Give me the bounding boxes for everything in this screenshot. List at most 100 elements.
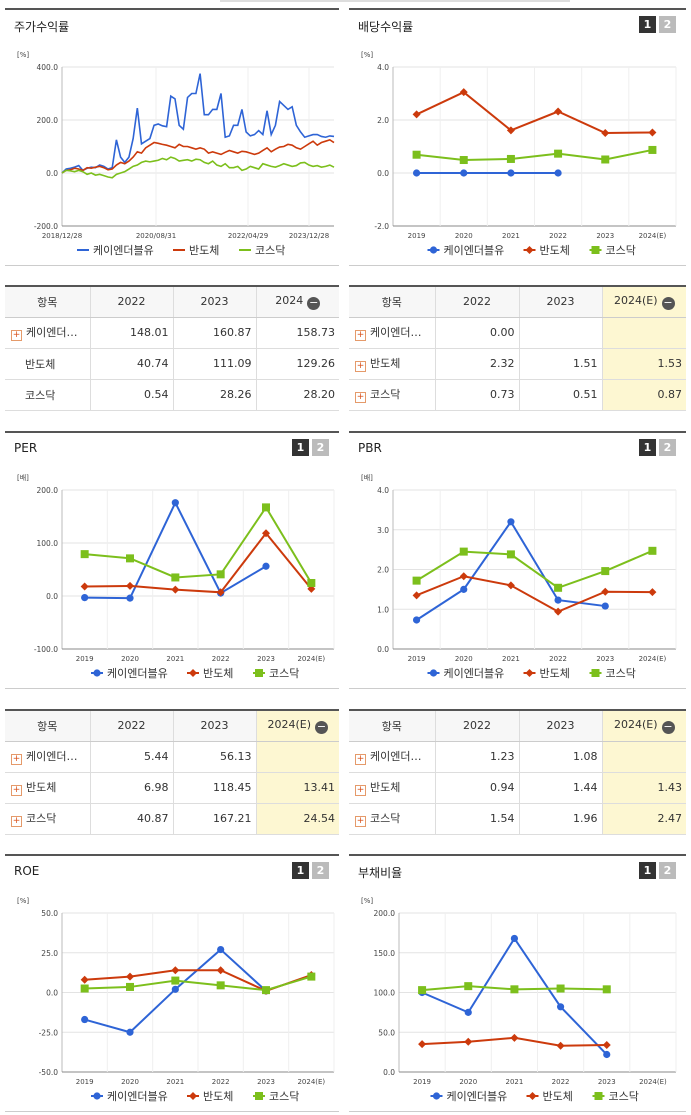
data-point [460,169,468,177]
header-label: 2024(E) [613,293,658,307]
table-cell: 148.01 [90,317,174,349]
plus-icon[interactable]: + [11,816,22,827]
page-2-button[interactable]: 2 [312,862,329,879]
row-name[interactable]: + 코스닥 [349,803,436,835]
page-1-button[interactable]: 1 [292,439,309,456]
row-name[interactable]: + 코스닥 [349,379,436,411]
page-2-button[interactable]: 2 [312,439,329,456]
header-label: 2024 [275,293,304,307]
table-cell: 1.44 [519,772,603,804]
row-name[interactable]: + 반도체 [349,772,436,804]
y-tick-label: -200.0 [34,222,58,231]
minus-icon[interactable]: − [315,719,329,734]
data-point [171,985,179,993]
y-tick-label: 0.0 [46,989,58,998]
table-cell: 118.45 [173,772,257,804]
page-1-button[interactable]: 1 [639,439,656,456]
table-row: 반도체 40.74 111.09 129.26 [5,348,339,380]
minus-icon[interactable]: − [307,295,321,310]
legend-label: 코스닥 [269,1090,299,1103]
header-label: 2022 [117,719,146,733]
plus-icon[interactable]: + [355,785,366,796]
row-name[interactable]: + 케이엔더… [349,317,436,349]
legend-marker-icon [255,1092,263,1100]
page-1-button[interactable]: 1 [639,16,656,33]
table-cell: 28.26 [173,379,257,411]
legend-marker-icon [594,1092,603,1100]
x-tick-label: 2018/12/28 [42,232,82,240]
table-cell [602,741,686,773]
table-row: + 케이엔더… 148.01 160.87 158.73 [5,317,339,349]
row-name[interactable]: + 케이엔더… [349,741,436,773]
legend-label: 반도체 [540,667,570,680]
row-name: 코스닥 [5,379,91,411]
plus-icon[interactable]: + [11,754,22,765]
roe-chart: [%] 50.0 25.0 0.0 -25.0 -50.0 2019 2020 2021 2022… [17,897,335,1103]
legend-label: 반도체 [203,667,233,680]
row-name[interactable]: + 반도체 [349,348,436,380]
unit-label: [배] [17,473,29,482]
x-tick-label: 2022/04/29 [228,232,268,240]
plus-icon[interactable]: + [355,392,366,403]
data-point [506,126,515,135]
header-year: 2023 [173,710,257,742]
legend-marker-icon [525,246,534,254]
y-tick-label: 1.0 [377,605,389,614]
data-point [126,1028,134,1036]
pager: 1 2 [292,439,329,456]
pbr-table: 항목 2022 2023 2024(E) − + 케이엔더… 1.23 1.08 + 반도체 0.94… [349,709,686,835]
table-row: + 케이엔더… 5.44 56.13 [5,741,339,773]
y-tick-label: 150.0 [374,949,396,958]
data-point [459,547,468,556]
page-1-button[interactable]: 1 [639,862,656,879]
page-2-button[interactable]: 2 [659,862,676,879]
page-2-button[interactable]: 2 [659,16,676,33]
dividend-chart: [%] 4.0 2.0 0.0 -2.0 2019 2020 2021 2022 2023 2024… [361,51,677,257]
row-label: 케이엔더… [26,750,78,763]
minus-icon[interactable]: − [661,719,675,734]
legend-label: 반도체 [543,1090,573,1103]
legend-label: 케이엔더블유 [444,244,505,257]
plus-icon[interactable]: + [355,816,366,827]
x-tick-label: 2019 [76,655,94,663]
data-point [601,602,609,610]
legend-marker-icon [189,669,197,677]
legend-label: 코스닥 [255,244,285,257]
table-cell: 1.23 [435,741,520,773]
panel-title: 주가수익률 [14,20,70,34]
y-tick-label: -100.0 [34,645,58,654]
data-point [460,585,468,593]
header-label: 2023 [200,719,229,733]
x-tick-label: 2024(E) [297,655,325,663]
x-tick-label: 2022 [212,1078,230,1086]
header-year: 2022 [90,710,174,742]
row-label: 케이엔더… [26,326,78,339]
x-tick-label: 2022 [212,655,230,663]
plus-icon[interactable]: + [355,361,366,372]
data-point [412,150,421,159]
row-name[interactable]: + 반도체 [5,772,91,804]
page-1-button[interactable]: 1 [292,862,309,879]
row-name: 반도체 [5,348,91,380]
plus-icon[interactable]: + [355,754,366,765]
row-name[interactable]: + 케이엔더… [5,741,91,773]
legend-label: 코스닥 [606,244,636,257]
table-row: + 코스닥 40.87 167.21 24.54 [5,803,339,835]
header-year: 2024− [256,286,339,318]
plus-icon[interactable]: + [11,330,22,341]
table-cell [519,317,603,349]
x-tick-label: 2023 [257,1078,275,1086]
data-point [126,581,134,590]
minus-icon[interactable]: − [661,295,675,310]
row-name[interactable]: + 케이엔더… [5,317,91,349]
data-point [510,1033,519,1042]
plus-icon[interactable]: + [355,330,366,341]
header-year: 2023 [173,286,257,318]
data-point [554,596,562,604]
page-2-button[interactable]: 2 [659,439,676,456]
header-label: 2023 [546,295,575,309]
plus-icon[interactable]: + [11,785,22,796]
data-point [554,107,563,116]
row-name[interactable]: + 코스닥 [5,803,91,835]
y-tick-label: 0.0 [377,645,389,654]
